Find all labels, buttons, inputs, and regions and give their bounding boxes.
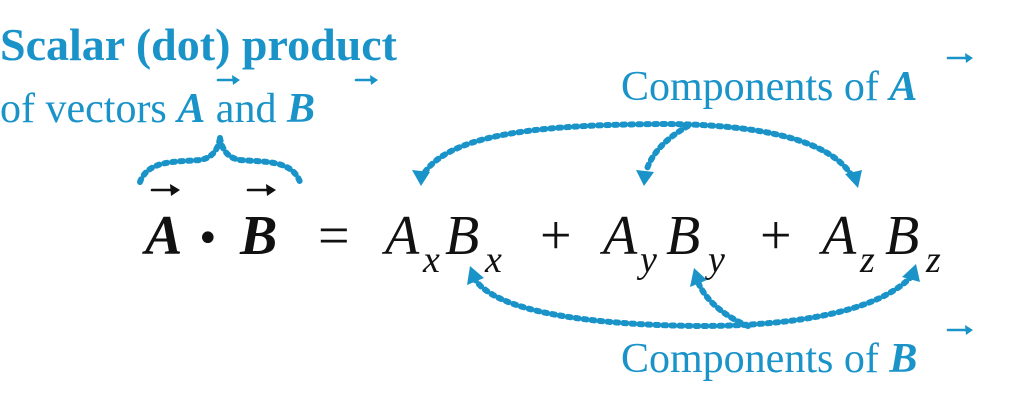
term3-a: A [818,205,857,267]
components-of-b-label: Components of B [621,336,917,382]
equation-lhs-b: B [239,205,277,267]
subtitle-vector-b-arrow-icon [354,75,378,85]
term2-b-subscript: y [704,239,725,281]
lhs-b-vector-arrow-icon [246,184,276,196]
equation-plus-2: + [760,205,792,267]
components-of-a-connector [412,120,862,188]
subtitle-vector-a: A [174,86,205,132]
components-of-a-prefix: Components of [621,64,889,110]
equation-plus-1: + [540,205,572,267]
term3-b: B [885,205,919,267]
components-of-b-vector: B [888,336,917,382]
lhs-a-vector-arrow-icon [150,184,180,196]
subtitle-vector-b: B [286,86,315,132]
term3-a-subscript: z [859,239,875,281]
arrow-to-ax-icon [412,170,430,186]
subtitle-and: and [205,86,287,132]
components-of-a-vector-arrow-icon [946,53,973,63]
term1-b: B [445,205,479,267]
diagram-title: Scalar (dot) product [0,19,398,70]
equation-equals: = [318,205,350,267]
term1-a: A [381,205,420,267]
components-of-a-label: Components of A [621,64,917,110]
components-of-b-connector [467,264,920,330]
lhs-brace-connector [137,135,303,185]
components-of-b-vector-arrow-icon [946,325,973,335]
term1-a-subscript: x [422,239,440,281]
arrow-to-ay-icon [636,170,654,186]
arrow-to-az-icon [845,170,862,188]
term2-b: B [666,205,700,267]
term2-a: A [599,205,638,267]
arrow-to-bx-icon [467,266,484,285]
equation-dot-operator: • [196,216,220,262]
subtitle-vector-a-arrow-icon [216,75,240,85]
subtitle-prefix: of vectors [0,86,177,132]
term1-b-subscript: x [484,239,502,281]
components-of-a-vector: A [886,64,917,110]
equation-lhs-a: A [142,205,182,267]
components-of-b-prefix: Components of [621,336,889,382]
equation: A • B = A x B x + A y B y + [142,184,941,281]
arrow-to-bz-icon [902,264,920,282]
term3-b-subscript: z [925,239,941,281]
term2-a-subscript: y [636,239,657,281]
arrow-to-by-icon [690,268,707,287]
diagram-subtitle: of vectors A and B [0,86,315,132]
